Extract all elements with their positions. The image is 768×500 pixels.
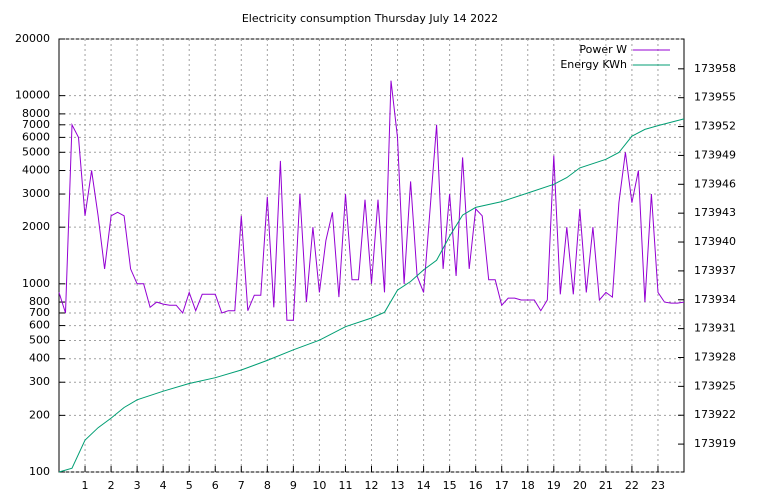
x-tick-label: 14 <box>417 479 431 492</box>
y2-tick-label: 173919 <box>694 437 736 450</box>
y2-tick-label: 173922 <box>694 408 736 421</box>
y2-tick-label: 173940 <box>694 235 736 248</box>
x-tick-label: 22 <box>625 479 639 492</box>
y2-tick-label: 173931 <box>694 322 736 335</box>
x-tick-label: 16 <box>469 479 483 492</box>
series-line <box>58 118 685 473</box>
y2-tick-label: 173934 <box>694 293 736 306</box>
x-tick-label: 7 <box>238 479 245 492</box>
y-tick-label: 3000 <box>22 187 50 200</box>
y2-tick-label: 173946 <box>694 177 736 190</box>
x-tick-label: 4 <box>160 479 167 492</box>
x-tick-label: 21 <box>599 479 613 492</box>
y2-tick-label: 173943 <box>694 206 736 219</box>
chart-title: Electricity consumption Thursday July 14… <box>242 12 498 25</box>
series-line <box>58 80 685 321</box>
y-tick-label: 100 <box>29 465 50 478</box>
x-tick-label: 10 <box>312 479 326 492</box>
x-tick-label: 8 <box>264 479 271 492</box>
y2-tick-label: 173925 <box>694 379 736 392</box>
y2-tick-label: 173928 <box>694 350 736 363</box>
x-tick-label: 15 <box>443 479 457 492</box>
y-tick-label: 700 <box>29 306 50 319</box>
y-tick-label: 7000 <box>22 118 50 131</box>
y-tick-label: 600 <box>29 319 50 332</box>
x-tick-label: 2 <box>108 479 115 492</box>
legend-label: Energy KWh <box>560 58 627 71</box>
y-tick-label: 300 <box>29 375 50 388</box>
y-tick-label: 4000 <box>22 164 50 177</box>
y2-tick-label: 173949 <box>694 148 736 161</box>
x-tick-label: 20 <box>573 479 587 492</box>
x-tick-label: 23 <box>651 479 665 492</box>
x-tick-label: 13 <box>391 479 405 492</box>
y-tick-label: 500 <box>29 333 50 346</box>
y2-tick-label: 173937 <box>694 264 736 277</box>
y-tick-label: 6000 <box>22 130 50 143</box>
y-tick-label: 8000 <box>22 107 50 120</box>
x-tick-label: 5 <box>186 479 193 492</box>
y2-tick-label: 173955 <box>694 91 736 104</box>
y-tick-label: 200 <box>29 408 50 421</box>
x-tick-label: 1 <box>82 479 89 492</box>
x-tick-label: 3 <box>134 479 141 492</box>
y-tick-label: 400 <box>29 352 50 365</box>
y-tick-label: 20000 <box>15 32 50 45</box>
y-tick-label: 10000 <box>15 89 50 102</box>
x-tick-label: 11 <box>338 479 352 492</box>
y-tick-label: 1000 <box>22 277 50 290</box>
x-tick-label: 12 <box>365 479 379 492</box>
y2-tick-label: 173952 <box>694 120 736 133</box>
x-tick-label: 17 <box>495 479 509 492</box>
legend-label: Power W <box>579 43 627 56</box>
x-tick-label: 9 <box>290 479 297 492</box>
y2-tick-label: 173958 <box>694 62 736 75</box>
y-tick-label: 5000 <box>22 145 50 158</box>
y-tick-label: 800 <box>29 295 50 308</box>
x-tick-label: 19 <box>547 479 561 492</box>
y-tick-label: 2000 <box>22 220 50 233</box>
x-tick-label: 6 <box>212 479 219 492</box>
x-tick-label: 18 <box>521 479 535 492</box>
